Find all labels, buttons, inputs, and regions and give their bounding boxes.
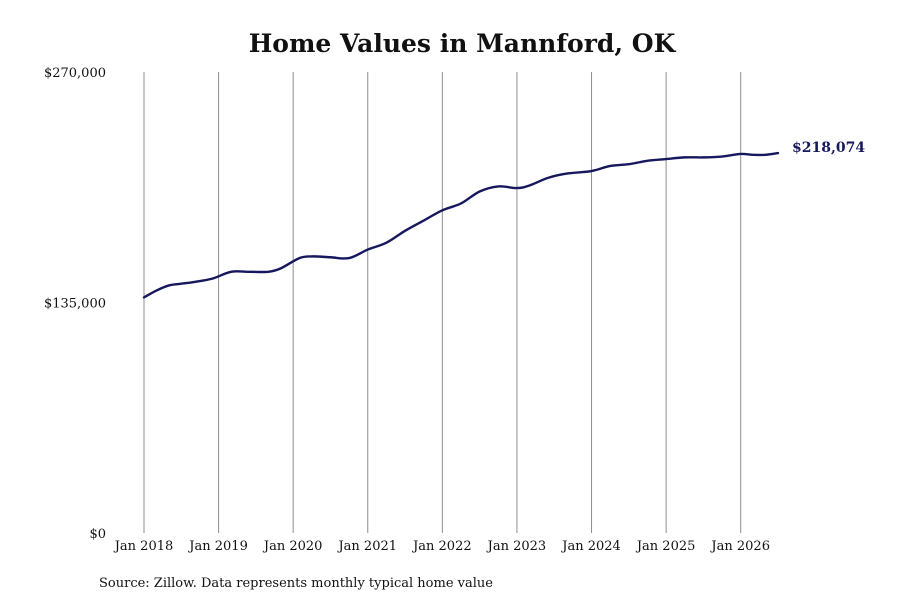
x-tick-label: Jan 2022 xyxy=(411,539,472,554)
x-tick-label: Jan 2025 xyxy=(635,539,696,554)
y-tick-label: $135,000 xyxy=(44,297,106,312)
series-layer xyxy=(142,151,780,299)
end-value-label: $218,074 xyxy=(792,140,865,156)
chart-title: Home Values in Mannford, OK xyxy=(249,29,677,58)
x-tick-label: Jan 2021 xyxy=(336,539,397,554)
y-tick-label: $0 xyxy=(89,527,106,542)
gridlines xyxy=(143,72,742,533)
x-tick-label: Jan 2026 xyxy=(709,539,770,554)
x-tick-label: Jan 2023 xyxy=(486,539,547,554)
x-tick-label: Jan 2020 xyxy=(262,539,323,554)
source-note: Source: Zillow. Data represents monthly … xyxy=(99,576,493,591)
x-tick-label: Jan 2024 xyxy=(560,539,621,554)
x-tick-label: Jan 2019 xyxy=(187,539,248,554)
series-line xyxy=(142,151,780,299)
x-axis-ticks: Jan 2018 Jan 2019 Jan 2020 Jan 2021 Jan 2022… xyxy=(113,539,770,554)
y-axis-ticks: $0 $135,000 $270,000 xyxy=(44,66,106,542)
x-tick-label: Jan 2018 xyxy=(113,539,174,554)
y-tick-label: $270,000 xyxy=(44,66,106,81)
